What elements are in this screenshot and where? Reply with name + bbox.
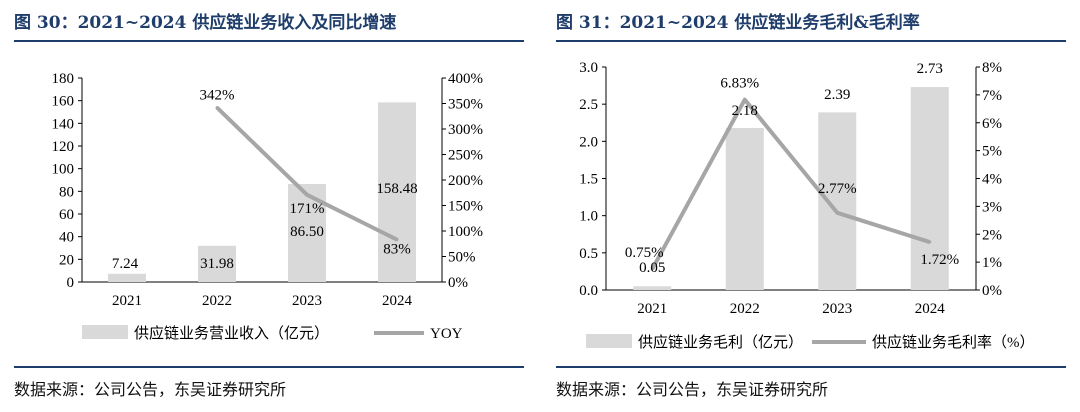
left-bottom-rule bbox=[14, 366, 524, 368]
line-data-label: 83% bbox=[383, 242, 411, 258]
x-tick-label: 2023 bbox=[292, 293, 322, 309]
right-y-tick-label: 0% bbox=[448, 275, 468, 291]
bar-2023 bbox=[818, 112, 857, 291]
left-source-note: 数据来源：公司公告，东吴证券研究所 bbox=[14, 380, 287, 399]
x-tick-label: 2023 bbox=[822, 301, 852, 317]
line-data-label: 2.77% bbox=[818, 181, 857, 197]
legend-bar-swatch bbox=[586, 334, 632, 348]
bar-2021 bbox=[108, 273, 146, 282]
bar-data-label: 158.48 bbox=[376, 181, 417, 197]
line-point-2022 bbox=[215, 106, 219, 110]
right-y-tick-label: 7% bbox=[982, 88, 1002, 104]
right-y-tick-label: 250% bbox=[448, 148, 483, 164]
right-chart: 0.0 0.5 1.0 1.5 2.0 2.5 3.0 0% 1% 2% 3% 4% 5% 6% 7% 8% 2… bbox=[579, 60, 1035, 351]
left-y-tick-label: 2.5 bbox=[579, 97, 598, 113]
bar-data-label: 86.50 bbox=[290, 224, 324, 240]
left-y-tick-label: 0.5 bbox=[579, 246, 598, 262]
line-point-2022 bbox=[743, 98, 747, 102]
right-bottom-rule bbox=[556, 366, 1066, 368]
legend-bar-label: 供应链业务毛利（亿元） bbox=[638, 333, 803, 351]
bar-2022 bbox=[725, 127, 764, 290]
x-tick-label: 2024 bbox=[382, 293, 413, 309]
bar-data-label: 0.05 bbox=[639, 260, 665, 276]
left-y-tick-label: 180 bbox=[52, 71, 75, 87]
left-y-tick-label: 80 bbox=[59, 184, 74, 200]
left-y-tick-label: 20 bbox=[59, 252, 74, 268]
right-source-note: 数据来源：公司公告，东吴证券研究所 bbox=[556, 380, 829, 399]
x-tick-label: 2024 bbox=[915, 301, 946, 317]
left-chart-title: 图 30：2021~2024 供应链业务收入及同比增速 bbox=[14, 13, 397, 33]
left-panel: 图 30：2021~2024 供应链业务收入及同比增速 0 20 40 60 80 100… bbox=[14, 0, 524, 412]
left-y-tick-label: 3.0 bbox=[579, 60, 598, 76]
right-y-tick-label: 1% bbox=[982, 255, 1002, 271]
right-y-tick-label: 2% bbox=[982, 227, 1002, 243]
right-chart-title: 图 31：2021~2024 供应链业务毛利&毛利率 bbox=[556, 13, 920, 33]
x-tick-label: 2022 bbox=[730, 301, 760, 317]
left-y-tick-label: 100 bbox=[52, 162, 75, 178]
left-y-tick-label: 1.5 bbox=[579, 172, 598, 188]
left-y-tick-label: 0.0 bbox=[579, 283, 598, 299]
right-y-tick-label: 3% bbox=[982, 199, 1002, 215]
legend-line-label: YOY bbox=[430, 326, 463, 342]
right-y-tick-label: 150% bbox=[448, 199, 483, 215]
left-y-tick-label: 160 bbox=[52, 94, 75, 110]
line-data-label: 0.75% bbox=[625, 245, 664, 261]
left-y-tick-label: 2.0 bbox=[579, 134, 598, 150]
legend-bar-label: 供应链业务营业收入（亿元） bbox=[134, 324, 329, 342]
right-y-tick-label: 50% bbox=[448, 250, 476, 266]
right-y-tick-label: 0% bbox=[982, 283, 1002, 299]
right-panel: 图 31：2021~2024 供应链业务毛利&毛利率 0.0 0.5 1.0 1.5 2… bbox=[556, 0, 1066, 412]
legend-bar-swatch bbox=[82, 325, 128, 339]
line-point-2023 bbox=[835, 211, 839, 215]
x-tick-label: 2021 bbox=[112, 293, 142, 309]
right-y-tick-label: 100% bbox=[448, 224, 483, 240]
right-y-tick-label: 5% bbox=[982, 144, 1002, 160]
left-y-tick-label: 1.0 bbox=[579, 209, 598, 225]
left-chart: 0 20 40 60 80 100 120 140 160 180 0% 50% 100% 150% 200… bbox=[52, 71, 484, 342]
line-point-2021 bbox=[650, 267, 654, 271]
line-point-2024 bbox=[395, 238, 399, 242]
line-data-label: 6.83% bbox=[720, 76, 759, 92]
bar-data-label: 31.98 bbox=[200, 256, 234, 272]
left-y-tick-label: 0 bbox=[67, 275, 75, 291]
right-title-rule bbox=[556, 40, 1066, 42]
right-y-tick-label: 350% bbox=[448, 97, 483, 113]
line-data-label: 171% bbox=[290, 201, 325, 217]
right-y-tick-label: 200% bbox=[448, 173, 483, 189]
right-y-tick-label: 6% bbox=[982, 116, 1002, 132]
line-point-2024 bbox=[928, 240, 932, 244]
legend-line-label: 供应链业务毛利率（%） bbox=[872, 333, 1035, 351]
x-tick-label: 2022 bbox=[202, 293, 232, 309]
left-y-tick-label: 60 bbox=[59, 207, 74, 223]
left-y-tick-label: 140 bbox=[52, 116, 75, 132]
line-data-label: 1.72% bbox=[920, 252, 959, 268]
bar-data-label: 7.24 bbox=[112, 256, 139, 272]
right-y-tick-label: 400% bbox=[448, 71, 483, 87]
bar-data-label: 2.73 bbox=[917, 61, 943, 77]
line-series bbox=[650, 97, 931, 271]
line-point-2023 bbox=[305, 193, 309, 197]
bar-data-label: 2.39 bbox=[824, 87, 850, 103]
left-y-tick-label: 40 bbox=[59, 230, 74, 246]
bar-data-label: 2.18 bbox=[732, 103, 758, 119]
bar-2024 bbox=[910, 87, 949, 290]
bar-2021 bbox=[633, 286, 672, 290]
bar-2022 bbox=[198, 245, 236, 282]
bar-2024 bbox=[378, 102, 416, 282]
right-y-tick-label: 8% bbox=[982, 60, 1002, 76]
left-y-tick-label: 120 bbox=[52, 139, 75, 155]
left-title-rule bbox=[14, 40, 524, 42]
right-y-tick-label: 4% bbox=[982, 172, 1002, 188]
right-y-tick-label: 300% bbox=[448, 122, 483, 138]
line-data-label: 342% bbox=[200, 88, 235, 104]
x-tick-label: 2021 bbox=[637, 301, 667, 317]
